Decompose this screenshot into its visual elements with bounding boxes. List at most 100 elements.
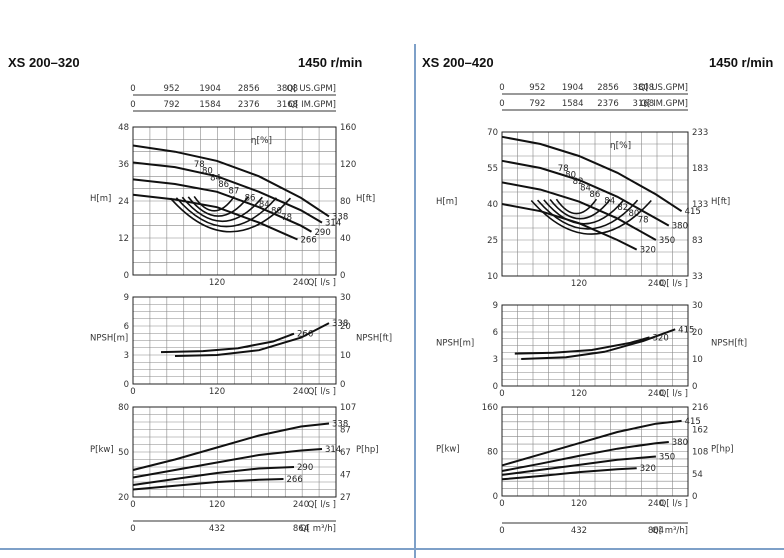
head-series-line <box>132 193 298 241</box>
npsh-x-tick-label: 0 <box>499 389 504 399</box>
efficiency-axis-label: η[%] <box>610 141 631 151</box>
top-axis2-tick-label: 0 <box>130 100 135 110</box>
efficiency-iso-line <box>543 199 625 225</box>
head-y2-tick-label: 83 <box>692 236 703 246</box>
power-x-axis-label: Q[ l/s ] <box>308 500 336 510</box>
efficiency-iso-line <box>169 197 292 233</box>
head-y-tick-label: 55 <box>487 164 498 174</box>
power-series-line <box>501 419 682 467</box>
top-axis1-tick-label: 0 <box>130 84 135 94</box>
power-series-label: 350 <box>659 453 675 463</box>
power-series-line <box>132 448 323 479</box>
head-y-axis-label: H[m] <box>90 194 111 204</box>
speed-label: 1450 r/min <box>709 55 774 70</box>
power-x-tick-label: 240 <box>648 499 664 509</box>
npsh-y2-axis-label: NPSH[ft] <box>711 339 747 349</box>
head-y2-tick-label: 160 <box>340 123 356 133</box>
efficiency-iso-line <box>175 197 277 228</box>
efficiency-iso-line <box>530 199 652 235</box>
efficiency-iso-line <box>193 195 235 212</box>
efficiency-label: 80 <box>628 209 639 219</box>
top-axis2-tick-label: 1584 <box>199 100 221 110</box>
efficiency-label: 84 <box>210 173 221 183</box>
chart-title: XS 200–420 <box>422 55 494 70</box>
head-series-label: 350 <box>659 236 675 246</box>
power-series-label: 266 <box>287 475 303 485</box>
top-axis1-label: Q[ US.GPM] <box>287 84 336 94</box>
npsh-series-line <box>521 328 676 360</box>
head-y2-tick-label: 233 <box>692 128 708 138</box>
head-y-tick-label: 0 <box>124 271 129 281</box>
head-x-tick-label: 240 <box>293 278 309 288</box>
bottom-axis-label: Q[ m³/h] <box>652 526 688 536</box>
efficiency-label: 80 <box>202 167 213 177</box>
npsh-y2-tick-label: 20 <box>340 322 351 332</box>
efficiency-iso-line <box>181 196 263 222</box>
npsh-frame <box>132 296 337 385</box>
speed-label: 1450 r/min <box>298 55 363 70</box>
head-y2-tick-label: 40 <box>340 234 351 244</box>
power-y2-tick-label: 107 <box>340 403 356 413</box>
efficiency-label: 86 <box>589 190 600 200</box>
head-series-line <box>501 159 670 227</box>
power-y2-tick-label: 27 <box>340 493 351 503</box>
bottom-rule <box>0 548 414 550</box>
npsh-series-label: 415 <box>678 325 694 335</box>
efficiency-label: 84 <box>259 200 270 210</box>
power-x-tick-label: 240 <box>293 500 309 510</box>
head-series-label: 380 <box>672 222 688 232</box>
top-axis2-label: Q[ IM.GPM] <box>640 99 688 109</box>
power-x-tick-label: 0 <box>499 499 504 509</box>
power-x-axis-label: Q[ l/s ] <box>660 499 688 509</box>
npsh-y-tick-label: 3 <box>124 351 129 361</box>
npsh-y-tick-label: 9 <box>124 293 129 303</box>
npsh-series-line <box>514 336 650 355</box>
top-axis2-tick-label: 2376 <box>597 99 619 109</box>
bottom-axis-label: Q[ m³/h] <box>300 524 336 534</box>
top-axis2-tick-label: 3168 <box>276 100 298 110</box>
bottom-axis-tick-label: 432 <box>571 526 587 536</box>
power-series-line <box>132 478 284 491</box>
chart-panel-right: XS 200–420 1450 r/min 0 952 1904 2856 3808 Q[… <box>416 0 784 558</box>
top-axis1-tick-label: 3808 <box>633 83 655 93</box>
efficiency-iso-line <box>549 199 611 220</box>
power-y-tick-label: 20 <box>118 493 129 503</box>
top-axis2-tick-label: 1584 <box>562 99 584 109</box>
power-series-line <box>132 466 295 486</box>
power-y2-tick-label: 108 <box>692 448 708 458</box>
top-axis2-tick-label: 3168 <box>633 99 655 109</box>
npsh-x-tick-label: 120 <box>571 389 587 399</box>
npsh-y-axis-label: NPSH[m] <box>436 339 474 349</box>
power-series-label: 314 <box>325 445 341 455</box>
head-frame <box>132 126 337 276</box>
head-x-axis-label: Q[ l/s ] <box>308 278 336 288</box>
top-axis2-label: Q[ IM.GPM] <box>288 100 336 110</box>
efficiency-iso-line <box>187 196 249 217</box>
bottom-axis-tick-label: 864 <box>293 524 309 534</box>
npsh-x-axis-label: Q[ l/s ] <box>308 387 336 397</box>
npsh-frame <box>501 304 689 387</box>
top-axis1-tick-label: 1904 <box>199 84 221 94</box>
npsh-series-label: 338 <box>332 319 348 329</box>
power-series-line <box>501 455 656 476</box>
npsh-series-line <box>160 332 295 354</box>
npsh-y2-tick-label: 20 <box>692 328 703 338</box>
power-series-label: 320 <box>640 464 656 474</box>
bottom-axis-tick-label: 0 <box>499 526 504 536</box>
power-y-axis-label: P[kw] <box>90 445 114 455</box>
top-axis1-tick-label: 2856 <box>597 83 619 93</box>
power-series-line <box>132 422 330 471</box>
power-x-tick-label: 0 <box>130 500 135 510</box>
power-y2-tick-label: 216 <box>692 403 708 413</box>
power-series-label: 380 <box>672 438 688 448</box>
npsh-y-tick-label: 6 <box>124 322 129 332</box>
power-y2-tick-label: 54 <box>692 470 703 480</box>
chart-panel-left: XS 200–320 1450 r/min 0 952 1904 2856 3808 Q[… <box>8 55 392 534</box>
top-axis1-tick-label: 0 <box>499 83 504 93</box>
head-y-tick-label: 48 <box>118 123 129 133</box>
top-axis2-tick-label: 792 <box>163 100 179 110</box>
efficiency-label: 86 <box>245 193 256 203</box>
power-y2-axis-label: P[hp] <box>711 445 734 455</box>
efficiency-label: 80 <box>565 170 576 180</box>
